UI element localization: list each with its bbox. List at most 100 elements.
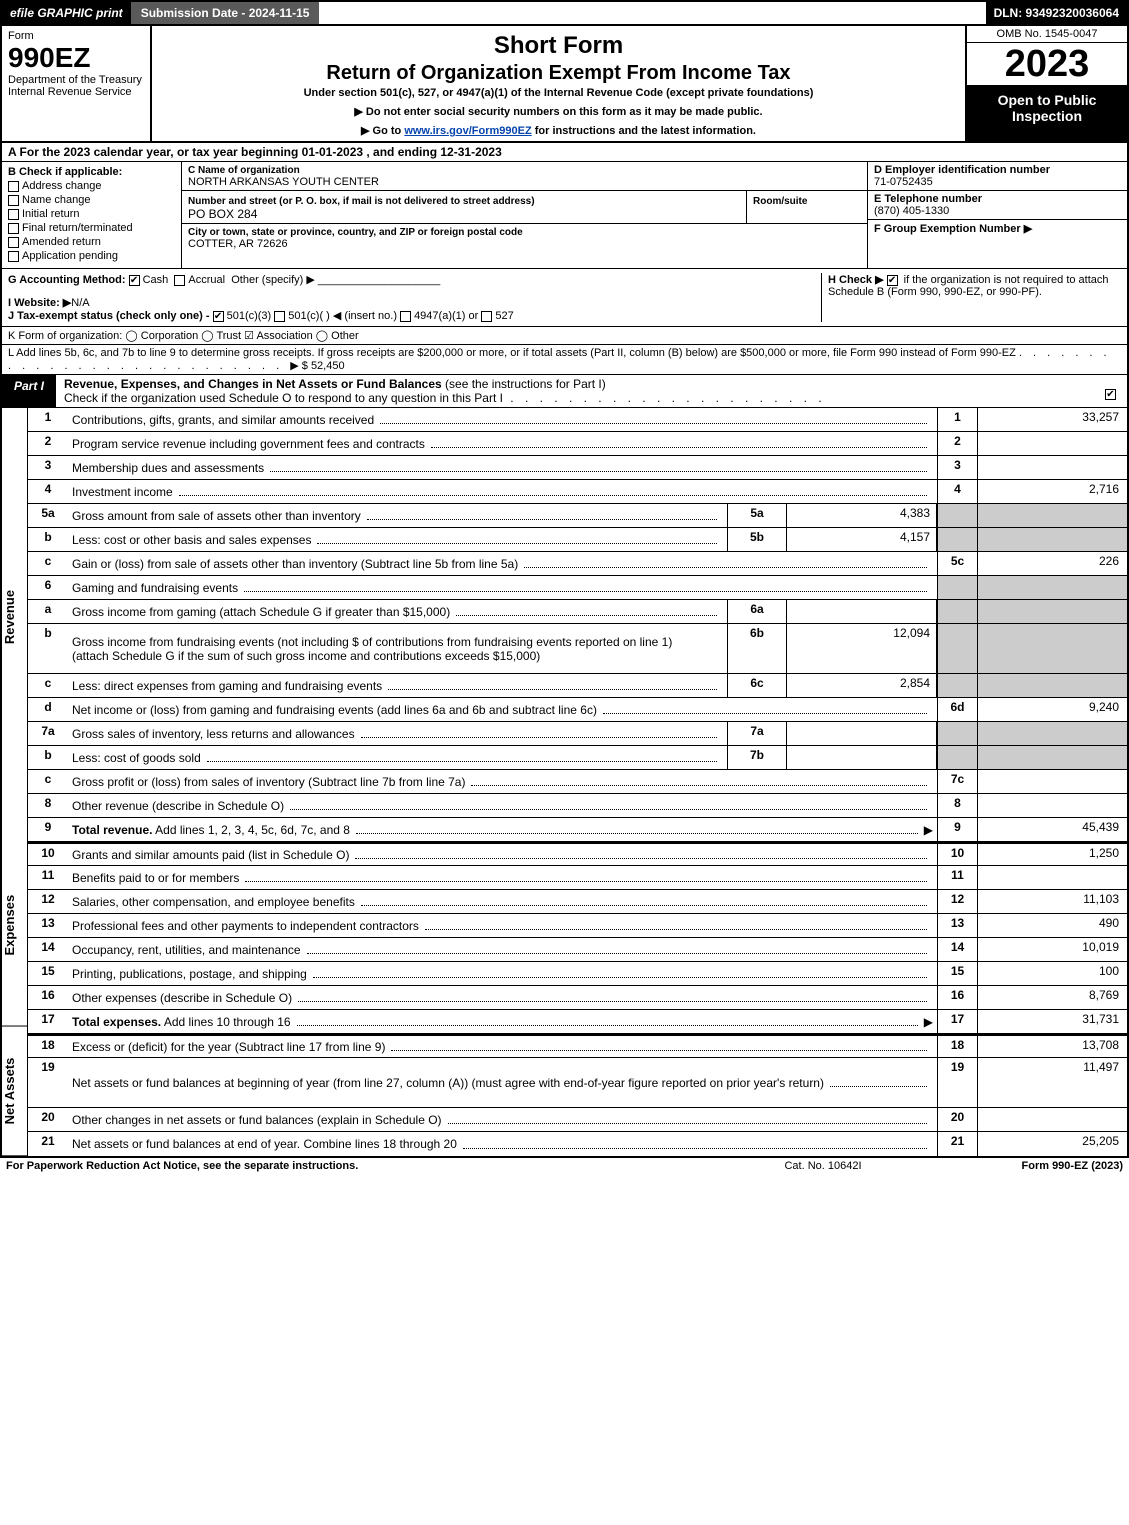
row-description: Gaming and fundraising events	[68, 576, 937, 599]
line-code	[937, 504, 977, 527]
line-l-amount: ▶ $ 52,450	[290, 360, 344, 372]
row-number: 1	[28, 408, 68, 431]
page-footer: For Paperwork Reduction Act Notice, see …	[0, 1158, 1129, 1174]
row-description: Net assets or fund balances at end of ye…	[68, 1132, 937, 1156]
line-code: 18	[937, 1036, 977, 1057]
form-word: Form	[8, 30, 144, 42]
line-amount	[977, 1108, 1127, 1131]
irs-link[interactable]: www.irs.gov/Form990EZ	[404, 125, 531, 137]
inset-line-code: 5b	[727, 528, 787, 551]
inset-line-value: 4,157	[787, 528, 937, 551]
vlabel-revenue: Revenue	[2, 408, 27, 825]
table-row: 2Program service revenue including gover…	[28, 432, 1127, 456]
meta-ghij: G Accounting Method: Cash Accrual Other …	[0, 269, 1129, 327]
row-description: Gross amount from sale of assets other t…	[68, 504, 727, 527]
table-row: 8Other revenue (describe in Schedule O)8	[28, 794, 1127, 818]
chk-501c[interactable]	[274, 311, 285, 322]
row-number: 2	[28, 432, 68, 455]
org-name-row: C Name of organization NORTH ARKANSAS YO…	[182, 162, 867, 191]
row-number: c	[28, 770, 68, 793]
chk-501c3[interactable]	[213, 311, 224, 322]
line-amount: 226	[977, 552, 1127, 575]
row-number: 16	[28, 986, 68, 1009]
table-row: cGross profit or (loss) from sales of in…	[28, 770, 1127, 794]
row-description: Net income or (loss) from gaming and fun…	[68, 698, 937, 721]
line-amount: 10,019	[977, 938, 1127, 961]
chk-address-change[interactable]: Address change	[8, 180, 175, 192]
row-description: Investment income	[68, 480, 937, 503]
efile-label[interactable]: efile GRAPHIC print	[2, 2, 131, 24]
table-row: 19Net assets or fund balances at beginni…	[28, 1058, 1127, 1108]
table-row: 10Grants and similar amounts paid (list …	[28, 842, 1127, 866]
part1-header: Part I Revenue, Expenses, and Changes in…	[0, 375, 1129, 408]
ein-row: D Employer identification number 71-0752…	[868, 162, 1127, 191]
row-description: Gross profit or (loss) from sales of inv…	[68, 770, 937, 793]
row-number: 13	[28, 914, 68, 937]
chk-amended-return[interactable]: Amended return	[8, 236, 175, 248]
line-code: 12	[937, 890, 977, 913]
chk-name-change[interactable]: Name change	[8, 194, 175, 206]
chk-cash[interactable]	[129, 275, 140, 286]
chk-application-pending[interactable]: Application pending	[8, 250, 175, 262]
table-row: 6Gaming and fundraising events	[28, 576, 1127, 600]
row-description: Total expenses. Add lines 10 through 16▶	[68, 1010, 937, 1033]
part1-checkbox[interactable]	[1097, 375, 1127, 407]
dept-label: Department of the Treasury	[8, 74, 144, 86]
chk-4947[interactable]	[400, 311, 411, 322]
line-amount	[977, 504, 1127, 527]
row-number: 8	[28, 794, 68, 817]
tax-year: 2023	[967, 43, 1127, 86]
inset-line-value: 12,094	[787, 624, 937, 673]
chk-accrual[interactable]	[174, 275, 185, 286]
table-row: 21Net assets or fund balances at end of …	[28, 1132, 1127, 1156]
line-g: G Accounting Method: Cash Accrual Other …	[8, 273, 821, 286]
row-number: 18	[28, 1036, 68, 1057]
line-amount	[977, 722, 1127, 745]
row-number: 19	[28, 1058, 68, 1107]
line-code: 3	[937, 456, 977, 479]
line-code: 20	[937, 1108, 977, 1131]
table-row: 9Total revenue. Add lines 1, 2, 3, 4, 5c…	[28, 818, 1127, 842]
line-amount	[977, 746, 1127, 769]
org-name: NORTH ARKANSAS YOUTH CENTER	[188, 176, 379, 188]
row-description: Membership dues and assessments	[68, 456, 937, 479]
table-row: aGross income from gaming (attach Schedu…	[28, 600, 1127, 624]
line-amount: 31,731	[977, 1010, 1127, 1033]
row-number: 17	[28, 1010, 68, 1033]
line-code	[937, 528, 977, 551]
line-code: 19	[937, 1058, 977, 1107]
row-number: 5a	[28, 504, 68, 527]
chk-schedule-b[interactable]	[887, 275, 898, 286]
line-code: 1	[937, 408, 977, 431]
line-code	[937, 722, 977, 745]
main-table: Revenue Expenses Net Assets 1Contributio…	[0, 408, 1129, 1158]
line-code: 13	[937, 914, 977, 937]
ein-value: 71-0752435	[874, 176, 933, 188]
row-number: 14	[28, 938, 68, 961]
line-amount: 1,250	[977, 844, 1127, 865]
omb-number: OMB No. 1545-0047	[967, 26, 1127, 43]
line-code: 5c	[937, 552, 977, 575]
section-b: B Check if applicable: Address change Na…	[2, 162, 182, 268]
line-amount	[977, 794, 1127, 817]
table-row: 3Membership dues and assessments3	[28, 456, 1127, 480]
city-row: City or town, state or province, country…	[182, 224, 867, 252]
table-row: 11Benefits paid to or for members11	[28, 866, 1127, 890]
inset-line-value	[787, 600, 937, 623]
chk-final-return[interactable]: Final return/terminated	[8, 222, 175, 234]
line-code	[937, 576, 977, 599]
line-code	[937, 746, 977, 769]
table-row: cLess: direct expenses from gaming and f…	[28, 674, 1127, 698]
goto-link[interactable]: ▶ Go to www.irs.gov/Form990EZ for instru…	[160, 124, 957, 137]
line-code: 4	[937, 480, 977, 503]
line-code: 11	[937, 866, 977, 889]
chk-initial-return[interactable]: Initial return	[8, 208, 175, 220]
row-number: 21	[28, 1132, 68, 1156]
chk-527[interactable]	[481, 311, 492, 322]
row-description: Printing, publications, postage, and shi…	[68, 962, 937, 985]
line-i: I Website: ▶N/A	[8, 296, 821, 309]
vlabel-expenses: Expenses	[2, 825, 27, 1027]
line-amount: 33,257	[977, 408, 1127, 431]
row-number: b	[28, 528, 68, 551]
group-exemption-row: F Group Exemption Number ▶	[868, 220, 1127, 268]
